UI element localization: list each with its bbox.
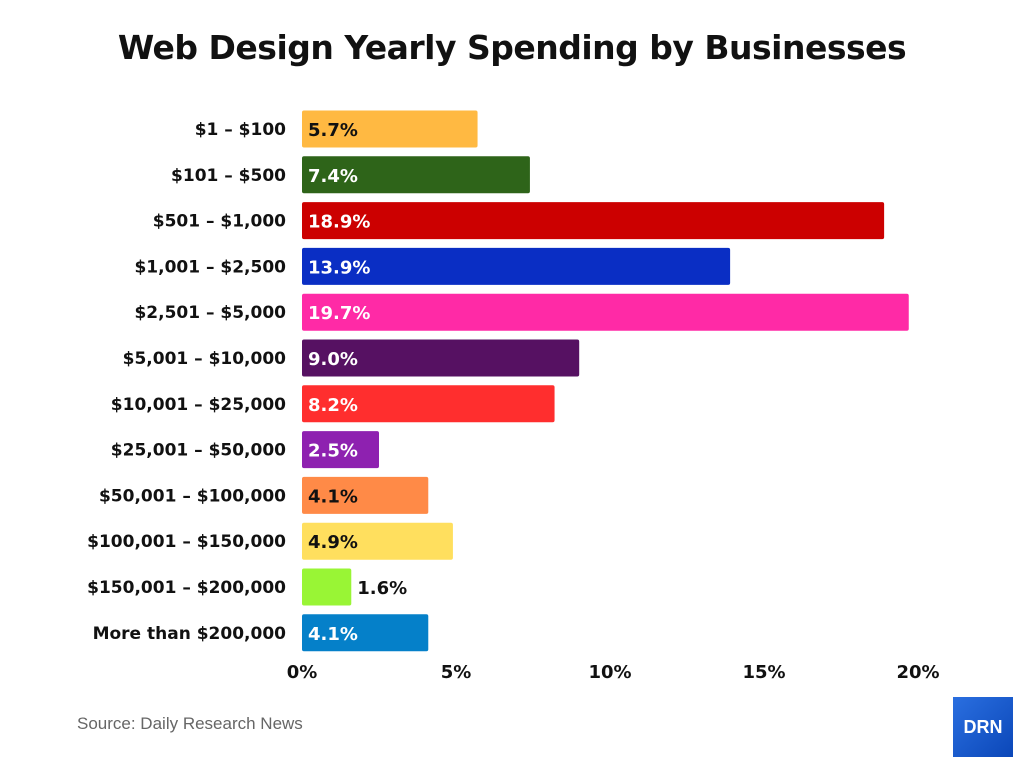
data-label: 2.5% — [308, 441, 358, 462]
data-label: 4.1% — [308, 624, 358, 645]
data-label: 19.7% — [308, 303, 370, 324]
bar — [302, 293, 909, 331]
category-label: More than $200,000 — [93, 624, 287, 644]
data-label: 13.9% — [308, 257, 370, 278]
x-tick-label: 5% — [441, 662, 472, 683]
x-tick-label: 0% — [287, 662, 318, 683]
drn-logo: DRN — [953, 697, 1013, 757]
bar — [302, 385, 555, 423]
source-note: Source: Daily Research News — [77, 714, 303, 733]
data-label: 5.7% — [308, 120, 358, 141]
category-label: $10,001 – $25,000 — [111, 395, 286, 415]
data-label: 7.4% — [308, 166, 358, 187]
bar — [302, 110, 478, 148]
x-tick-label: 10% — [588, 662, 631, 683]
bar — [302, 522, 453, 560]
category-label: $1 – $100 — [195, 120, 286, 140]
bar — [302, 247, 731, 285]
category-label: $5,001 – $10,000 — [123, 349, 287, 369]
category-label: $2,501 – $5,000 — [134, 303, 286, 323]
category-label: $1,001 – $2,500 — [134, 257, 286, 277]
category-label: $101 – $500 — [171, 166, 286, 186]
bar — [302, 476, 429, 514]
bar — [302, 202, 885, 240]
chart-title: Web Design Yearly Spending by Businesses — [117, 28, 907, 67]
x-tick-label: 20% — [896, 662, 939, 683]
logo-text: DRN — [963, 716, 1003, 737]
data-label: 1.6% — [357, 578, 407, 599]
x-tick-label: 15% — [742, 662, 785, 683]
data-label: 8.2% — [308, 395, 358, 416]
category-label: $501 – $1,000 — [153, 212, 286, 232]
data-label: 18.9% — [308, 212, 370, 233]
category-label: $25,001 – $50,000 — [111, 441, 286, 461]
bar — [302, 614, 429, 652]
category-label: $150,001 – $200,000 — [87, 578, 286, 598]
bar — [302, 339, 580, 377]
bar-chart: $1 – $100 5.7% $101 – $500 7.4% $501 – $1,00… — [87, 110, 940, 683]
bar — [302, 568, 352, 606]
bar — [302, 431, 379, 469]
bar — [302, 156, 530, 194]
data-label: 4.9% — [308, 532, 358, 553]
data-label: 9.0% — [308, 349, 358, 370]
data-label: 4.1% — [308, 486, 358, 507]
category-label: $100,001 – $150,000 — [87, 532, 286, 552]
category-label: $50,001 – $100,000 — [99, 486, 286, 506]
